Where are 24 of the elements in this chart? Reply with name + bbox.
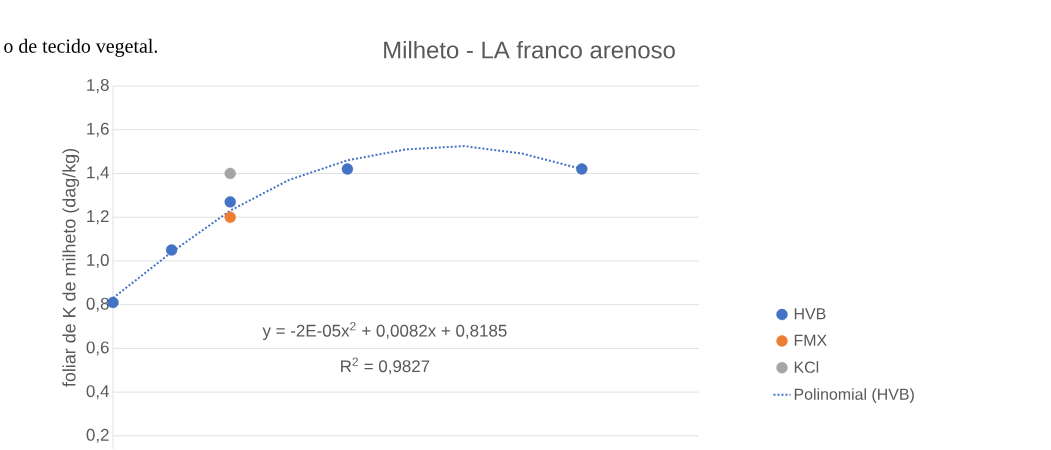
y-tick-label: 0,6 — [86, 341, 109, 356]
text: o de tecido vegetal. — [4, 38, 158, 57]
y-tick-label: 0,8 — [86, 297, 109, 312]
annotation: R$^{2}$ = 0,9827 — [341, 357, 430, 375]
point — [165, 244, 178, 256]
point — [341, 163, 354, 175]
annotation: y = -2E-05x$^{2}$ + 0,0082x + 0,8185 — [262, 321, 507, 341]
point — [224, 211, 236, 223]
y-tick-label: 1,8 — [87, 78, 109, 93]
y-tick-label: 1,4 — [87, 166, 109, 181]
y-tick-label: 0,2 — [86, 428, 109, 443]
legend-label: FMX — [794, 334, 827, 346]
y-axis-title: foliar de K de milheto (dag/kg) — [62, 149, 80, 387]
legend-label: Polinomial (HVB) — [794, 388, 914, 404]
point — [224, 196, 236, 208]
point — [224, 167, 236, 180]
y-tick-label: 0,4 — [86, 385, 109, 400]
point — [576, 163, 588, 175]
chart-title: Milheto - LA franco arenoso — [384, 40, 675, 59]
y-tick-label: 1,6 — [87, 122, 109, 137]
legend-label: KCl — [794, 361, 819, 373]
y-tick-label: 1,2 — [87, 210, 109, 225]
legend-label: HVB — [794, 308, 826, 320]
y-tick-label: 1,0 — [87, 253, 109, 268]
